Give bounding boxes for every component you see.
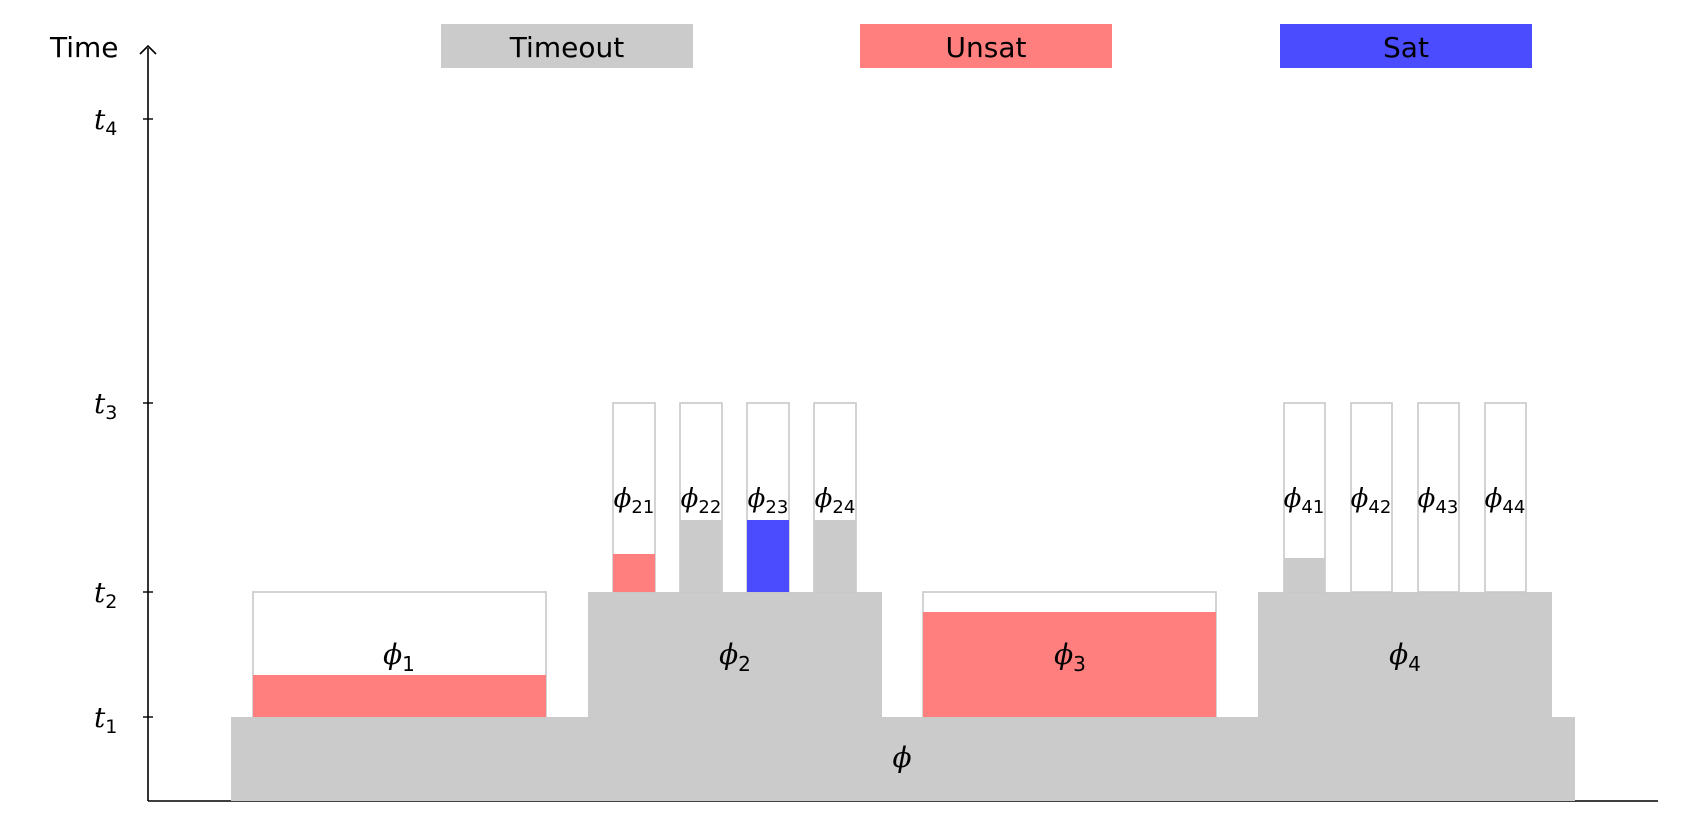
block-phi23: [746, 402, 790, 593]
label-phi3: ϕ3: [1054, 638, 1086, 676]
block-phi24: [813, 402, 857, 593]
legend: Timeout Unsat Sat: [441, 24, 1532, 68]
y-tick-t4: t4: [94, 103, 153, 140]
legend-label-unsat: Unsat: [946, 31, 1027, 64]
block-phi43: [1417, 402, 1460, 593]
y-tick-t2: t2: [94, 576, 153, 613]
label-phi44: ϕ44: [1485, 484, 1526, 518]
legend-label-timeout: Timeout: [509, 31, 624, 64]
label-phi1: ϕ1: [383, 638, 415, 676]
label-phi21: ϕ21: [614, 484, 655, 518]
svg-text:t3: t3: [94, 387, 117, 424]
label-phi41: ϕ41: [1284, 484, 1325, 518]
block-phi4: [1258, 592, 1552, 717]
block-phi41: [1283, 402, 1326, 593]
svg-text:t4: t4: [94, 103, 117, 140]
legend-swatch-sat: [1280, 24, 1532, 68]
y-axis-arrow-icon: [139, 44, 157, 55]
label-phi24: ϕ24: [815, 484, 856, 518]
block-phi1: [252, 591, 547, 718]
block-root: [231, 717, 1575, 801]
block-phi21: [612, 402, 656, 593]
block-phi3: [922, 591, 1217, 718]
svg-text:t1: t1: [94, 701, 117, 738]
label-root: ϕ: [892, 741, 911, 774]
block-phi42: [1350, 402, 1393, 593]
label-phi2: ϕ2: [719, 638, 751, 676]
svg-text:t2: t2: [94, 576, 117, 613]
label-phi42: ϕ42: [1351, 484, 1392, 518]
y-tick-t3: t3: [94, 387, 153, 424]
label-phi43: ϕ43: [1418, 484, 1459, 518]
legend-label-sat: Sat: [1383, 31, 1429, 64]
block-phi22: [679, 402, 723, 593]
legend-swatch-timeout: [441, 24, 693, 68]
y-axis-title: Time: [49, 31, 119, 64]
y-tick-t1: t1: [94, 701, 153, 738]
block-phi44: [1484, 402, 1527, 593]
formula-labels: ϕ ϕ1 ϕ2 ϕ3 ϕ4 ϕ21 ϕ22 ϕ23 ϕ24 ϕ41 ϕ42 ϕ4…: [383, 484, 1525, 774]
label-phi23: ϕ23: [748, 484, 789, 518]
label-phi22: ϕ22: [681, 484, 722, 518]
label-phi4: ϕ4: [1389, 638, 1421, 676]
legend-swatch-unsat: [860, 24, 1112, 68]
block-phi2: [588, 592, 882, 717]
